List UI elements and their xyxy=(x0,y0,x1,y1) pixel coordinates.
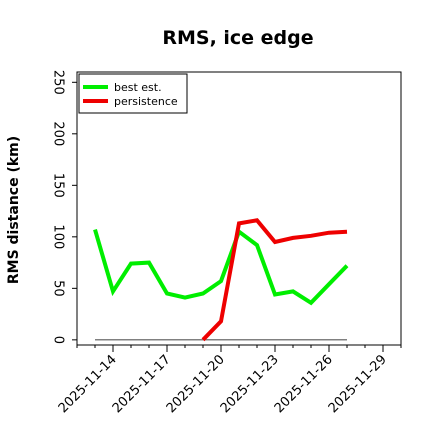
y-tick-label: 150 xyxy=(51,173,66,198)
y-tick-label: 100 xyxy=(51,224,66,249)
y-axis: 0 50 100 150 200 250 xyxy=(51,70,77,344)
y-tick-label: 50 xyxy=(51,280,66,297)
y-axis-label: RMS distance (km) xyxy=(6,136,22,284)
legend: best est. persistence xyxy=(78,73,188,114)
series-line-persistence xyxy=(201,218,348,342)
chart-title: RMS, ice edge xyxy=(162,27,313,49)
y-tick-label: 200 xyxy=(51,121,66,146)
legend-label-best-est: best est. xyxy=(114,81,162,94)
y-tick-label: 250 xyxy=(51,70,66,95)
series-lines xyxy=(93,218,349,342)
legend-label-persistence: persistence xyxy=(114,95,178,108)
y-tick-label: 0 xyxy=(51,336,66,344)
series-line-best-est- xyxy=(93,228,349,306)
legend-box xyxy=(78,73,188,114)
